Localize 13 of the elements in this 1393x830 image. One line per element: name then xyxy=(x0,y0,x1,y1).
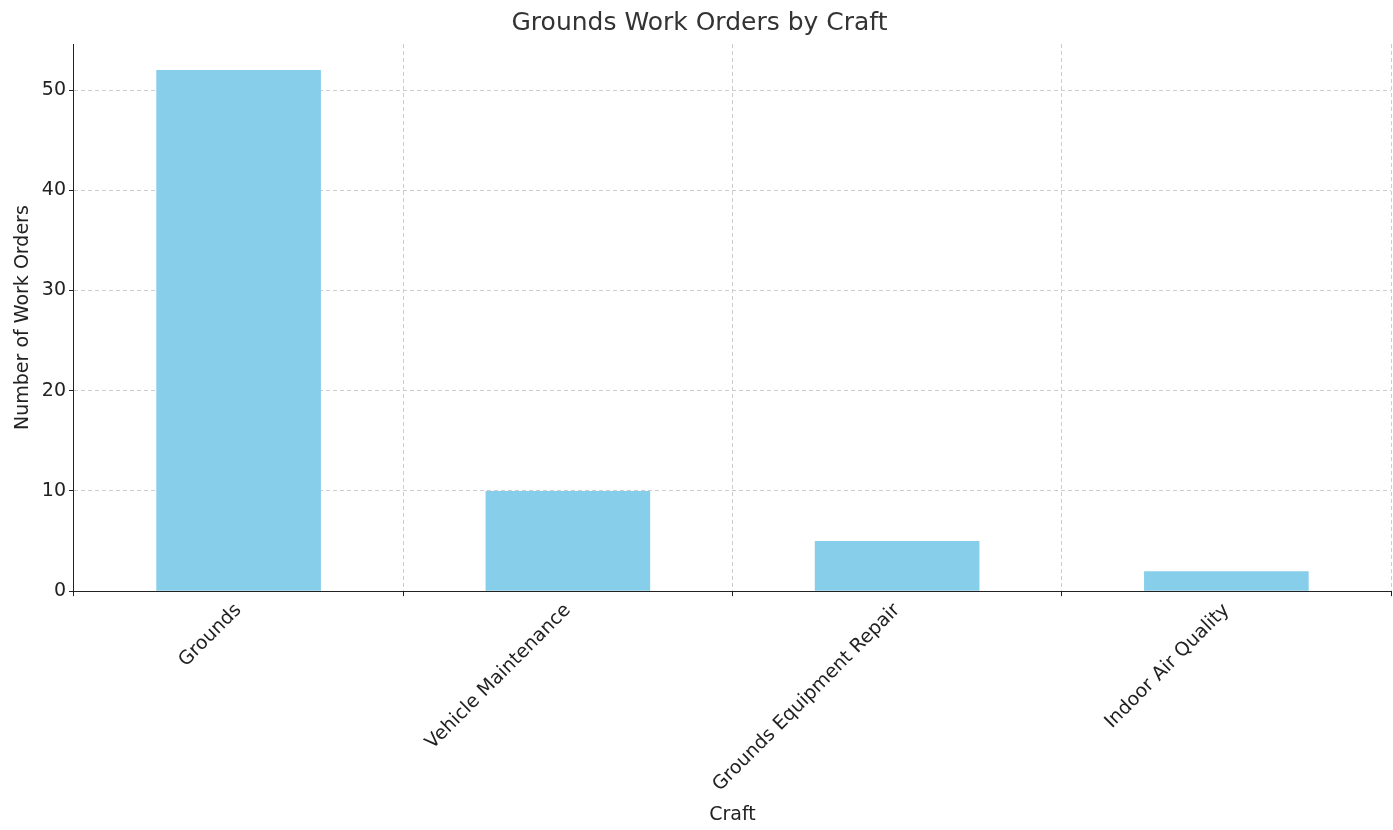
bar xyxy=(156,70,321,591)
chart-title: Grounds Work Orders by Craft xyxy=(511,6,888,36)
y-tick-label: 50 xyxy=(41,77,66,100)
y-tick-label: 0 xyxy=(53,578,66,601)
y-axis-title: Number of Work Orders xyxy=(10,205,33,430)
y-tick-label: 40 xyxy=(41,177,66,200)
y-tick-label: 10 xyxy=(41,477,66,500)
bar xyxy=(485,490,651,591)
bar xyxy=(1144,571,1309,591)
x-axis-title: Craft xyxy=(709,801,756,824)
y-tick-label: 30 xyxy=(41,277,66,300)
y-tick-label: 20 xyxy=(41,377,66,400)
bar xyxy=(814,541,980,591)
